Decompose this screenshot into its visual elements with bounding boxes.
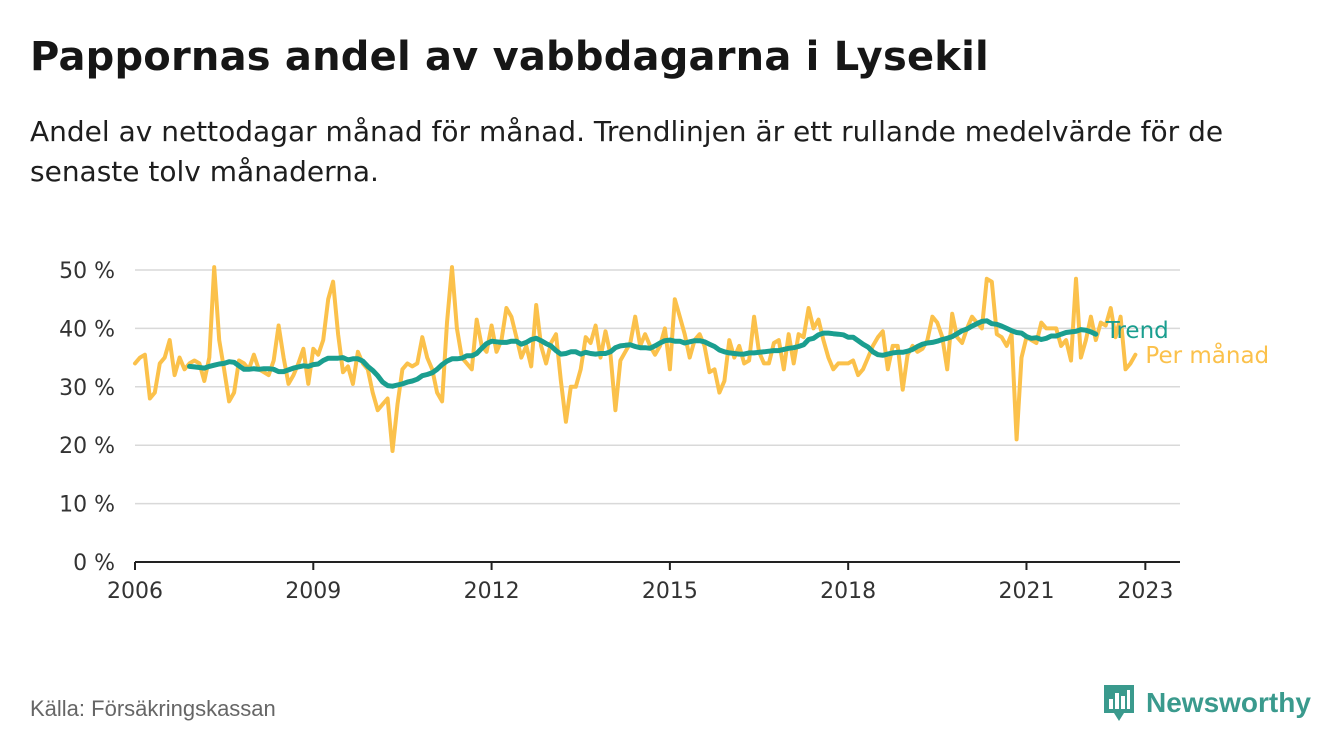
line-chart: 0 % 10 % 20 % 30 % 40 % 50 % 2006 2009 2012 2015 2…: [59, 259, 1269, 604]
axes: 0 % 10 % 20 % 30 % 40 % 50 % 2006 2009 2012 2015 2…: [59, 259, 1180, 604]
brand-name: Newsworthy: [1146, 687, 1311, 718]
source-note: Källa: Försäkringskassan: [30, 696, 276, 721]
series-line-trend: [187, 318, 1099, 389]
y-tick-label: 50 %: [59, 259, 115, 284]
x-tick-label: 2021: [998, 579, 1054, 604]
x-tick-label: 2015: [642, 579, 698, 604]
series-label-per-manad: Per månad: [1145, 341, 1269, 369]
y-tick-label: 20 %: [59, 434, 115, 459]
series-label-trend: Trend: [1105, 318, 1169, 344]
y-tick-label: 30 %: [59, 376, 115, 401]
gridlines: [135, 269, 1180, 505]
x-tick-label: 2012: [464, 579, 520, 604]
y-tick-label: 0 %: [73, 551, 115, 576]
chart-title: Pappornas andel av vabbdagarna i Lysekil: [30, 34, 989, 80]
y-tick-label: 40 %: [59, 317, 115, 342]
x-tick-label: 2006: [107, 579, 163, 604]
series-lines: [133, 265, 1138, 453]
y-tick-label: 10 %: [59, 493, 115, 518]
x-tick-label: 2018: [820, 579, 876, 604]
series-line-per-manad: [133, 265, 1138, 453]
x-tick-label: 2009: [285, 579, 341, 604]
chart-subtitle: Andel av nettodagar månad för månad. Tre…: [30, 115, 1224, 188]
brand-logo[interactable]: Newsworthy: [1102, 683, 1311, 723]
newsworthy-logo-icon: [1104, 685, 1134, 721]
x-tick-label: 2023: [1117, 579, 1173, 604]
